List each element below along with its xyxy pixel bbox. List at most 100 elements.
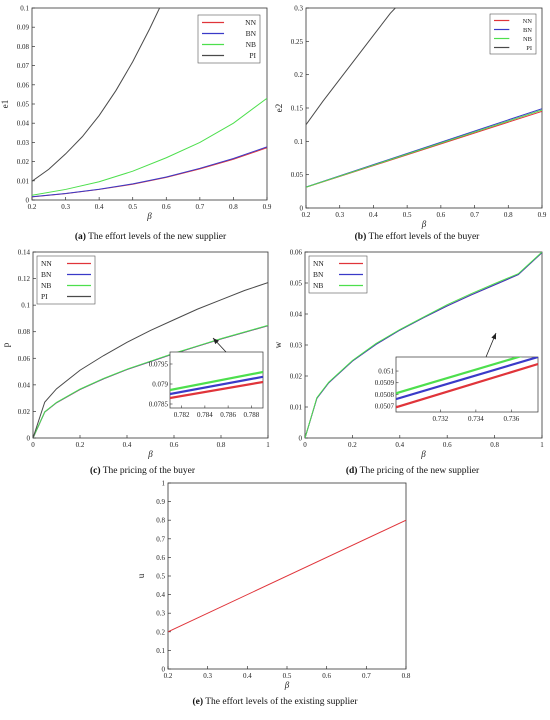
legend-label-bn: BN	[246, 29, 257, 38]
y-tick-label: 0.02	[290, 373, 303, 381]
x-tick-label: 0.8	[504, 211, 513, 219]
legend-label-nb: NB	[246, 40, 256, 49]
inset-x-tick-label: 0.784	[197, 411, 213, 419]
inset-series-line-nb	[396, 357, 523, 395]
caption-a: (a) The effort levels of the new supplie…	[28, 232, 273, 242]
caption-b: (b) The effort levels of the buyer	[292, 232, 542, 242]
series-line-u	[168, 519, 406, 633]
legend-label-bn: BN	[313, 270, 324, 279]
inset-y-tick-label: 0.079	[152, 381, 168, 389]
y-tick-label: 0.07	[17, 62, 30, 70]
series-line-pi	[33, 282, 268, 438]
caption-e-tag: (e)	[192, 697, 203, 707]
caption-b-text: The effort levels of the buyer	[368, 232, 480, 242]
x-tick-label: 0.8	[490, 441, 499, 449]
x-tick-label: 0.6	[170, 441, 179, 449]
plot-frame	[32, 251, 269, 439]
y-tick-label: 0.9	[156, 498, 165, 506]
x-tick-label: 0.2	[28, 203, 37, 211]
x-tick-label: 0.2	[348, 441, 357, 449]
chart-b: 0.2 0.3 0.4 0.5 0.6 0.7 0.8 0.9 0 0.05 0.1 0.15 0.2 0…	[274, 5, 547, 230]
x-tick-label: 0.7	[362, 672, 371, 680]
x-axis-label: β	[421, 219, 427, 229]
x-axis-label: β	[146, 211, 152, 221]
legend-label-nb: NB	[523, 36, 533, 43]
legend-label-bn: BN	[523, 27, 532, 34]
y-tick-label: 0.15	[291, 105, 304, 113]
x-axis-label: β	[284, 680, 290, 690]
y-tick-label: 0.5	[156, 573, 165, 581]
y-tick-label: 0.08	[18, 328, 31, 336]
y-axis-label: u	[136, 573, 146, 578]
caption-c: (c) The pricing of the buyer	[10, 466, 275, 476]
caption-d-text: The pricing of the new supplier	[359, 466, 480, 476]
inset-x-tick-label: 0.788	[244, 411, 260, 419]
inset-x-tick-label: 0.732	[433, 415, 449, 423]
y-tick-label: 0.02	[17, 158, 30, 166]
x-tick-label: 0.5	[283, 672, 292, 680]
y-tick-label: 0	[300, 205, 304, 213]
series-line-pi	[306, 8, 396, 125]
y-tick-label: 0.02	[18, 408, 31, 416]
x-tick-label: 0.5	[128, 203, 137, 211]
y-tick-label: 0.8	[156, 517, 165, 525]
caption-a-text: The effort levels of the new supplier	[88, 232, 227, 242]
caption-c-text: The pricing of the buyer	[102, 466, 196, 476]
y-tick-label: 0	[26, 197, 30, 205]
y-tick-label: 0.03	[290, 342, 303, 350]
y-axis-label: e2	[274, 104, 284, 113]
x-tick-label: 0.7	[195, 203, 204, 211]
legend-label-nn: NN	[41, 259, 52, 268]
x-tick-label: 0.6	[162, 203, 171, 211]
x-axis-label: β	[420, 449, 426, 459]
inset-series-line-bn	[170, 375, 263, 396]
x-tick-label: 0.3	[203, 672, 212, 680]
y-tick-label: 0.6	[156, 554, 165, 562]
y-tick-label: 0.09	[17, 24, 30, 32]
y-tick-label: 0.1	[294, 138, 303, 146]
y-tick-label: 0.06	[18, 355, 31, 363]
y-tick-label: 0.05	[291, 171, 304, 179]
x-tick-label: 0.2	[76, 441, 85, 449]
y-tick-label: 0.04	[18, 381, 31, 389]
x-tick-label: 0.4	[123, 441, 132, 449]
chart-e: 0.2 0.3 0.4 0.5 0.6 0.7 0.8 0 0.1 0.2 0.3 0.4 0.5 0.6…	[136, 480, 411, 691]
x-tick-label: 0.3	[61, 203, 70, 211]
y-tick-label: 0.14	[18, 249, 31, 257]
y-tick-label: 0.01	[290, 404, 303, 412]
x-tick-label: 0.4	[243, 672, 252, 680]
x-tick-label: 1	[540, 441, 544, 449]
y-axis-label: e1	[0, 100, 10, 109]
x-tick-label: 0.9	[263, 203, 272, 211]
legend-label-nn: NN	[245, 18, 256, 27]
x-axis-label: β	[147, 449, 153, 459]
series-line-nb	[305, 252, 542, 438]
y-tick-label: 0.06	[17, 81, 30, 89]
inset-y-tick-label: 0.0507	[375, 403, 395, 411]
y-axis-label: p	[1, 342, 11, 347]
y-tick-label: 0.3	[294, 5, 303, 13]
x-tick-label: 0.5	[403, 211, 412, 219]
x-tick-label: 1	[266, 441, 270, 449]
caption-d-tag: (d)	[345, 466, 358, 476]
legend-label-nb: NB	[41, 281, 51, 290]
y-tick-label: 0.1	[21, 302, 30, 310]
zoom-arrow-head	[213, 338, 219, 345]
y-tick-label: 0.06	[290, 249, 303, 257]
x-tick-label: 0	[31, 441, 35, 449]
chart-d: 0 0.2 0.4 0.6 0.8 1 0 0.01 0.02 0.03 0.04 0.05 0.06 β…	[273, 249, 544, 460]
legend-label-nn: NN	[313, 259, 324, 268]
y-tick-label: 0.3	[156, 610, 165, 618]
x-tick-label: 0.9	[538, 211, 547, 219]
legend-label-nn: NN	[523, 18, 533, 25]
caption-e-text: The effort levels of the existing suppli…	[205, 697, 358, 707]
y-tick-label: 1	[162, 480, 166, 488]
caption-d: (d) The pricing of the new supplier	[280, 466, 545, 476]
series-line-pi	[32, 8, 161, 182]
x-tick-label: 0.4	[95, 203, 104, 211]
y-tick-label: 0.04	[290, 311, 303, 319]
series-line-nb	[32, 97, 267, 196]
x-tick-label: 0.4	[369, 211, 378, 219]
y-tick-label: 0	[162, 666, 166, 674]
